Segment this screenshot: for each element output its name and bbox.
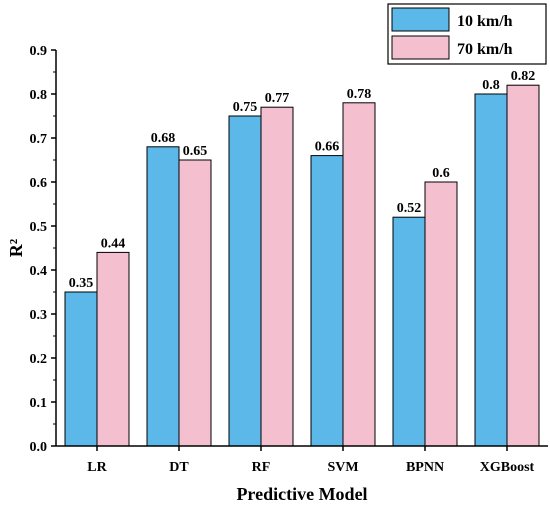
x-tick-label-rf: RF bbox=[252, 460, 271, 475]
y-tick-label: 0.2 bbox=[30, 352, 48, 367]
y-tick-label: 0.3 bbox=[30, 308, 48, 323]
x-tick-label-lr: LR bbox=[87, 460, 107, 475]
legend-label-70kmh: 70 km/h bbox=[457, 41, 513, 58]
x-tick-label-dt: DT bbox=[169, 460, 189, 475]
value-label-xgboost-70kmh: 0.82 bbox=[511, 69, 536, 84]
value-label-dt-10kmh: 0.68 bbox=[151, 131, 176, 146]
legend-swatch-10kmh bbox=[391, 7, 450, 32]
y-tick-label: 0.6 bbox=[30, 176, 48, 191]
value-label-svm-10kmh: 0.66 bbox=[315, 140, 340, 155]
bar-lr-70kmh bbox=[96, 251, 130, 447]
bar-xgboost-70kmh bbox=[506, 84, 540, 447]
bar-svm-70kmh bbox=[342, 102, 376, 447]
bar-lr-10kmh bbox=[64, 291, 98, 447]
x-axis-title: Predictive Model bbox=[236, 484, 367, 504]
bar-svm-10kmh bbox=[310, 155, 344, 447]
value-label-rf-70kmh: 0.77 bbox=[265, 91, 290, 106]
y-tick-label: 0.8 bbox=[30, 88, 48, 103]
bar-xgboost-10kmh bbox=[474, 93, 508, 447]
value-label-lr-70kmh: 0.44 bbox=[101, 236, 126, 251]
x-tick-label-svm: SVM bbox=[327, 460, 358, 475]
bar-dt-70kmh bbox=[178, 159, 212, 447]
value-labels-group: 0.35 0.44 0.68 0.65 0.75 0.77 0.66 0.78 0.52 0.6 0… bbox=[69, 69, 536, 291]
y-tick-label: 0.9 bbox=[30, 44, 48, 59]
x-axis: LR DT RF SVM BPNN XGBoost bbox=[56, 445, 548, 475]
y-tick-label: 0.5 bbox=[30, 220, 48, 235]
y-tick-label: 0.4 bbox=[30, 264, 48, 279]
y-axis: 0.0 0.1 0.2 0.3 0.4 0.5 0.6 0.7 0.8 0.9 bbox=[30, 44, 57, 455]
y-tick-label: 0.0 bbox=[30, 440, 48, 455]
bar-dt-10kmh bbox=[146, 146, 180, 447]
value-label-dt-70kmh: 0.65 bbox=[183, 144, 208, 159]
x-tick-label-bpnn: BPNN bbox=[406, 460, 444, 475]
legend-swatch-70kmh bbox=[391, 35, 450, 60]
bar-rf-10kmh bbox=[228, 115, 262, 447]
value-label-bpnn-70kmh: 0.6 bbox=[432, 166, 450, 181]
bars-group bbox=[64, 84, 540, 447]
legend: 10 km/h 70 km/h bbox=[387, 3, 547, 65]
value-label-rf-10kmh: 0.75 bbox=[233, 100, 258, 115]
value-label-bpnn-10kmh: 0.52 bbox=[397, 201, 422, 216]
y-tick-label: 0.1 bbox=[30, 396, 48, 411]
bar-bpnn-70kmh bbox=[424, 181, 458, 447]
bar-rf-70kmh bbox=[260, 106, 294, 447]
legend-label-10kmh: 10 km/h bbox=[457, 13, 513, 30]
y-tick-label: 0.7 bbox=[30, 132, 48, 147]
value-label-svm-70kmh: 0.78 bbox=[347, 87, 372, 102]
bar-bpnn-10kmh bbox=[392, 216, 426, 447]
x-tick-label-xgboost: XGBoost bbox=[480, 460, 535, 475]
y-axis-title: R² bbox=[6, 239, 26, 257]
value-label-lr-10kmh: 0.35 bbox=[69, 276, 94, 291]
value-label-xgboost-10kmh: 0.8 bbox=[482, 78, 500, 93]
